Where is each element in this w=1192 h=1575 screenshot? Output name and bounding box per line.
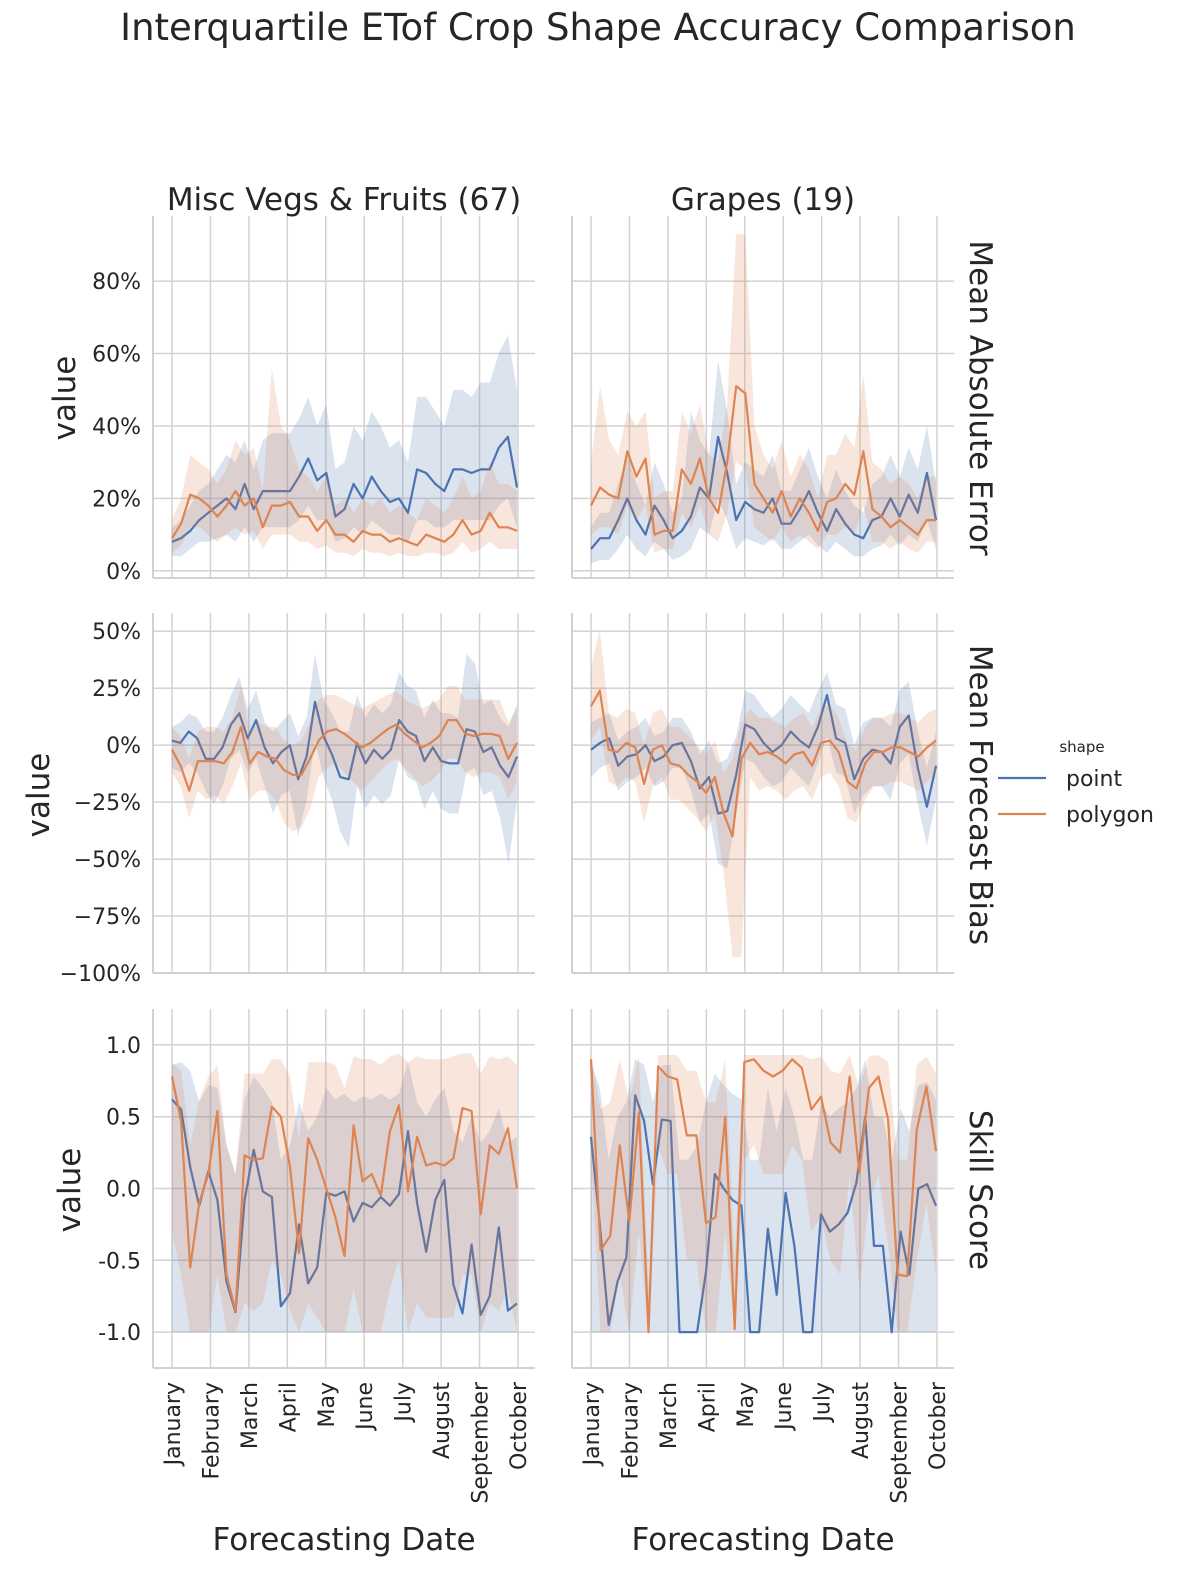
series-line-polygon bbox=[171, 490, 518, 547]
column-title-misc-vegs: Misc Vegs & Fruits (67) bbox=[167, 182, 521, 218]
iqr-band-polygon bbox=[591, 234, 936, 553]
y-axis-label-row2: value bbox=[21, 753, 57, 838]
iqr-band-polygon bbox=[172, 1053, 517, 1333]
series-line-point bbox=[171, 1098, 518, 1316]
y-tick-label: 50% bbox=[92, 620, 141, 645]
x-tick-label-july: July bbox=[392, 1382, 417, 1424]
x-tick-label-september: September bbox=[469, 1381, 494, 1504]
iqr-band-point bbox=[172, 1062, 517, 1333]
x-tick-label-october: October bbox=[926, 1381, 951, 1470]
x-tick-label-april: April bbox=[276, 1382, 301, 1432]
series-line-polygon bbox=[590, 689, 937, 838]
x-tick-label-january: January bbox=[580, 1382, 605, 1467]
y-tick-label: 20% bbox=[92, 487, 141, 512]
legend-title: shape bbox=[1059, 738, 1104, 756]
y-tick-label: −100% bbox=[60, 962, 141, 987]
iqr-band-polygon bbox=[591, 1055, 936, 1333]
series-line-point bbox=[589, 1094, 938, 1334]
figure-title: Interquartile ETof Crop Shape Accuracy C… bbox=[120, 6, 1076, 49]
y-axis-label-row3: value bbox=[52, 1148, 88, 1233]
column-title-grapes: Grapes (19) bbox=[671, 182, 855, 218]
x-tick-label-march: March bbox=[657, 1382, 682, 1449]
iqr-band-polygon bbox=[591, 628, 936, 958]
x-tick-label-march: March bbox=[238, 1382, 263, 1449]
panel-misc-vegs-fruits-67-mean-forecast-bias: 50% 25% 0% −25% −50% −75% −100% bbox=[60, 613, 535, 987]
panel-grapes-19-skill-score: January February March April May June July Augu… bbox=[571, 1009, 954, 1504]
panel-grapes-19-mean-absolute-error bbox=[571, 216, 954, 579]
y-tick-label: −50% bbox=[74, 848, 141, 873]
y-tick-label: 0.0 bbox=[106, 1178, 141, 1203]
y-tick-label: 60% bbox=[92, 343, 141, 368]
panel-misc-vegs-fruits-67-mean-absolute-error: 0% 20% 40% 60% 80% bbox=[92, 216, 535, 585]
x-tick-label-june: June bbox=[353, 1382, 378, 1432]
x-tick-label-april: April bbox=[695, 1382, 720, 1432]
legend-label-point: point bbox=[1066, 767, 1122, 792]
iqr-band-point bbox=[591, 672, 936, 869]
y-tick-label: −25% bbox=[74, 791, 141, 816]
y-tick-label: 0% bbox=[106, 734, 141, 759]
x-tick-label-may: May bbox=[734, 1382, 759, 1427]
y-tick-label: 40% bbox=[92, 415, 141, 440]
series-line-point bbox=[171, 700, 519, 781]
x-axis-label-left: Forecasting Date bbox=[212, 1522, 475, 1558]
x-tick-label-june: June bbox=[772, 1382, 797, 1432]
y-tick-label: 0% bbox=[106, 560, 141, 585]
iqr-band-polygon bbox=[172, 685, 517, 832]
x-tick-label-february: February bbox=[199, 1382, 224, 1480]
x-tick-label-august: August bbox=[430, 1382, 455, 1459]
legend-label-polygon: polygon bbox=[1066, 803, 1154, 828]
x-tick-label-september: September bbox=[888, 1381, 913, 1504]
y-axis-label-row1: value bbox=[47, 356, 83, 441]
iqr-band-point bbox=[591, 360, 936, 564]
y-tick-label: 0.5 bbox=[106, 1106, 141, 1131]
y-tick-label: 1.0 bbox=[106, 1034, 141, 1059]
panel-misc-vegs-fruits-67-skill-score: 1.0 0.5 0.0 -0.5 -1.0 January February March Apr… bbox=[98, 1009, 535, 1504]
x-tick-label-october: October bbox=[507, 1381, 532, 1470]
row-title-mae: Mean Absolute Error bbox=[962, 240, 998, 555]
x-tick-label-february: February bbox=[618, 1382, 643, 1480]
x-axis-label-right: Forecasting Date bbox=[631, 1522, 894, 1558]
series-line-point bbox=[590, 435, 938, 550]
y-tick-label: -0.5 bbox=[98, 1249, 141, 1274]
iqr-band-point bbox=[172, 654, 517, 864]
x-tick-label-august: August bbox=[849, 1382, 874, 1459]
legend: shape point polygon bbox=[998, 738, 1154, 828]
series-line-polygon bbox=[589, 1058, 938, 1334]
x-tick-label-january: January bbox=[161, 1382, 186, 1467]
y-tick-label: 25% bbox=[92, 677, 141, 702]
x-tick-label-may: May bbox=[315, 1382, 340, 1427]
y-tick-label: −75% bbox=[74, 905, 141, 930]
series-line-polygon bbox=[170, 1076, 519, 1312]
series-line-polygon bbox=[171, 719, 518, 792]
series-line-polygon bbox=[590, 385, 936, 536]
row-title-skill: Skill Score bbox=[962, 1110, 998, 1270]
panel-grapes-19-mean-forecast-bias bbox=[571, 613, 954, 974]
x-tick-label-july: July bbox=[811, 1382, 836, 1424]
row-title-bias: Mean Forecast Bias bbox=[962, 645, 998, 945]
y-tick-label: -1.0 bbox=[98, 1321, 141, 1346]
y-tick-label: 80% bbox=[92, 270, 141, 295]
